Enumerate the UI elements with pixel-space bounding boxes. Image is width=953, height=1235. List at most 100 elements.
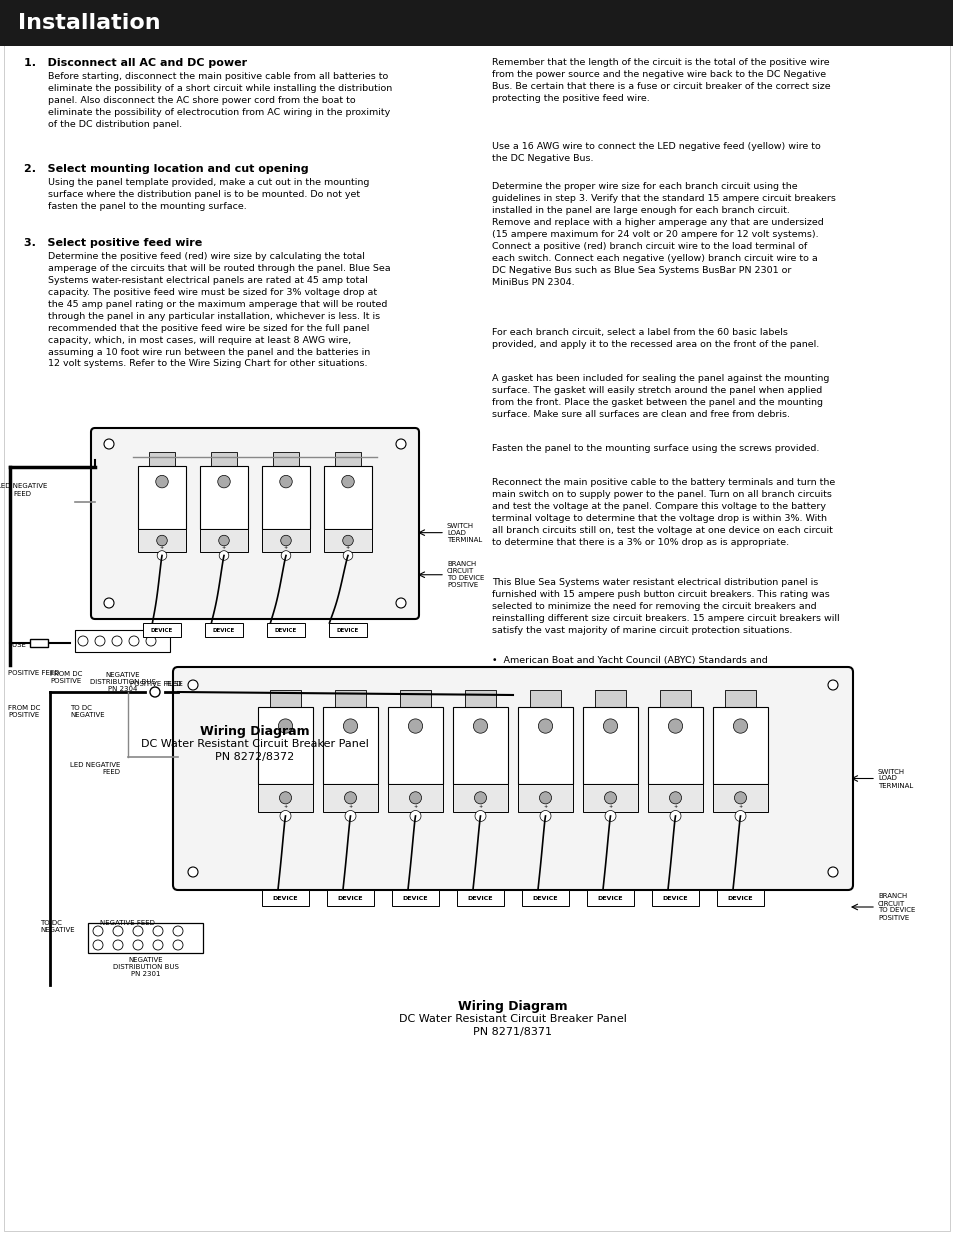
Circle shape xyxy=(343,551,353,561)
Text: DEVICE: DEVICE xyxy=(598,895,622,900)
Text: Reconnect the main positive cable to the battery terminals and turn the
main swi: Reconnect the main positive cable to the… xyxy=(492,478,835,547)
Text: FROM DC
POSITIVE: FROM DC POSITIVE xyxy=(50,671,82,684)
Bar xyxy=(647,784,702,811)
Circle shape xyxy=(92,940,103,950)
Bar xyxy=(30,638,48,647)
Bar xyxy=(149,452,175,466)
Circle shape xyxy=(827,680,837,690)
Bar xyxy=(335,452,361,466)
Circle shape xyxy=(278,719,293,734)
Circle shape xyxy=(157,551,167,561)
Text: DEVICE: DEVICE xyxy=(402,895,428,900)
Bar xyxy=(652,890,698,906)
Circle shape xyxy=(219,551,229,561)
Circle shape xyxy=(188,680,198,690)
Circle shape xyxy=(217,475,230,488)
Circle shape xyxy=(132,940,143,950)
Circle shape xyxy=(734,792,746,804)
Text: POSITIVE FEED: POSITIVE FEED xyxy=(130,680,181,687)
Circle shape xyxy=(112,636,122,646)
Bar xyxy=(582,784,638,811)
Text: •  American Boat and Yacht Council (ABYC) Standards and
    Recommended Practice: • American Boat and Yacht Council (ABYC)… xyxy=(492,656,767,677)
Text: +: + xyxy=(608,804,612,809)
Text: BRANCH
CIRCUIT
TO DEVICE
POSITIVE: BRANCH CIRCUIT TO DEVICE POSITIVE xyxy=(447,561,484,588)
Text: +: + xyxy=(284,545,288,550)
Circle shape xyxy=(112,926,123,936)
Bar xyxy=(465,690,496,706)
Circle shape xyxy=(341,475,354,488)
FancyBboxPatch shape xyxy=(172,667,852,890)
Text: +: + xyxy=(413,804,417,809)
Text: +: + xyxy=(160,545,164,550)
Bar xyxy=(200,466,248,529)
Bar xyxy=(273,452,299,466)
Bar xyxy=(267,622,305,637)
Bar xyxy=(647,706,702,784)
Text: DEVICE: DEVICE xyxy=(532,895,558,900)
Circle shape xyxy=(409,792,421,804)
Bar xyxy=(270,690,300,706)
Circle shape xyxy=(538,792,551,804)
Circle shape xyxy=(279,792,292,804)
Circle shape xyxy=(343,719,357,734)
Circle shape xyxy=(112,940,123,950)
Bar xyxy=(323,784,377,811)
Text: BRANCH
CIRCUIT
TO DEVICE
POSITIVE: BRANCH CIRCUIT TO DEVICE POSITIVE xyxy=(877,893,915,920)
Bar xyxy=(712,784,767,811)
Circle shape xyxy=(104,598,113,608)
Circle shape xyxy=(734,810,745,821)
Bar xyxy=(522,890,568,906)
Text: TO DC
NEGATIVE: TO DC NEGATIVE xyxy=(40,920,74,932)
Text: For each branch circuit, select a label from the 60 basic labels
provided, and a: For each branch circuit, select a label … xyxy=(492,329,819,350)
Circle shape xyxy=(408,719,422,734)
Circle shape xyxy=(280,810,291,821)
Text: +: + xyxy=(222,545,226,550)
Text: 2.   Select mounting location and cut opening: 2. Select mounting location and cut open… xyxy=(24,164,309,174)
Text: +: + xyxy=(543,804,547,809)
Bar xyxy=(0,0,953,46)
FancyBboxPatch shape xyxy=(91,429,418,619)
Bar xyxy=(138,529,186,552)
Bar xyxy=(400,690,430,706)
Text: DEVICE: DEVICE xyxy=(727,895,753,900)
Bar xyxy=(205,622,243,637)
Text: Determine the positive feed (red) wire size by calculating the total
amperage of: Determine the positive feed (red) wire s… xyxy=(48,252,390,368)
Circle shape xyxy=(668,719,682,734)
Text: DC Water Resistant Circuit Breaker Panel: DC Water Resistant Circuit Breaker Panel xyxy=(141,739,369,748)
Text: Installation: Installation xyxy=(18,14,160,33)
Circle shape xyxy=(92,926,103,936)
Circle shape xyxy=(146,636,156,646)
Text: +: + xyxy=(283,804,287,809)
Text: 3.   Select positive feed wire: 3. Select positive feed wire xyxy=(24,238,202,248)
Bar xyxy=(392,890,438,906)
Circle shape xyxy=(473,719,487,734)
Text: FUSE: FUSE xyxy=(165,680,183,687)
Bar xyxy=(453,706,507,784)
Text: DEVICE: DEVICE xyxy=(336,627,358,632)
Text: This Blue Sea Systems water resistant electrical distribution panel is
furnished: This Blue Sea Systems water resistant el… xyxy=(492,578,839,635)
Circle shape xyxy=(475,810,485,821)
Text: Remember that the length of the circuit is the total of the positive wire
from t: Remember that the length of the circuit … xyxy=(492,58,830,103)
Circle shape xyxy=(474,792,486,804)
Circle shape xyxy=(395,598,406,608)
Bar xyxy=(327,890,374,906)
Bar xyxy=(712,706,767,784)
Bar xyxy=(659,690,690,706)
Text: •  United States Coast Guard Code of Federal Regulations 33, Part 183,
    Subpa: • United States Coast Guard Code of Fede… xyxy=(492,688,830,709)
Text: LED NEGATIVE
FEED: LED NEGATIVE FEED xyxy=(0,483,47,496)
Circle shape xyxy=(410,810,420,821)
Circle shape xyxy=(172,926,183,936)
Text: A gasket has been included for sealing the panel against the mounting
surface. T: A gasket has been included for sealing t… xyxy=(492,374,828,419)
Circle shape xyxy=(344,792,356,804)
Text: LED NEGATIVE
FEED: LED NEGATIVE FEED xyxy=(70,762,120,776)
Text: DEVICE: DEVICE xyxy=(273,895,298,900)
Bar xyxy=(456,890,503,906)
Circle shape xyxy=(669,792,680,804)
Circle shape xyxy=(132,926,143,936)
Text: DEVICE: DEVICE xyxy=(662,895,687,900)
Circle shape xyxy=(537,719,552,734)
Text: PN 8271/8371: PN 8271/8371 xyxy=(473,1028,552,1037)
Circle shape xyxy=(604,792,616,804)
Bar xyxy=(335,690,365,706)
Circle shape xyxy=(129,636,139,646)
